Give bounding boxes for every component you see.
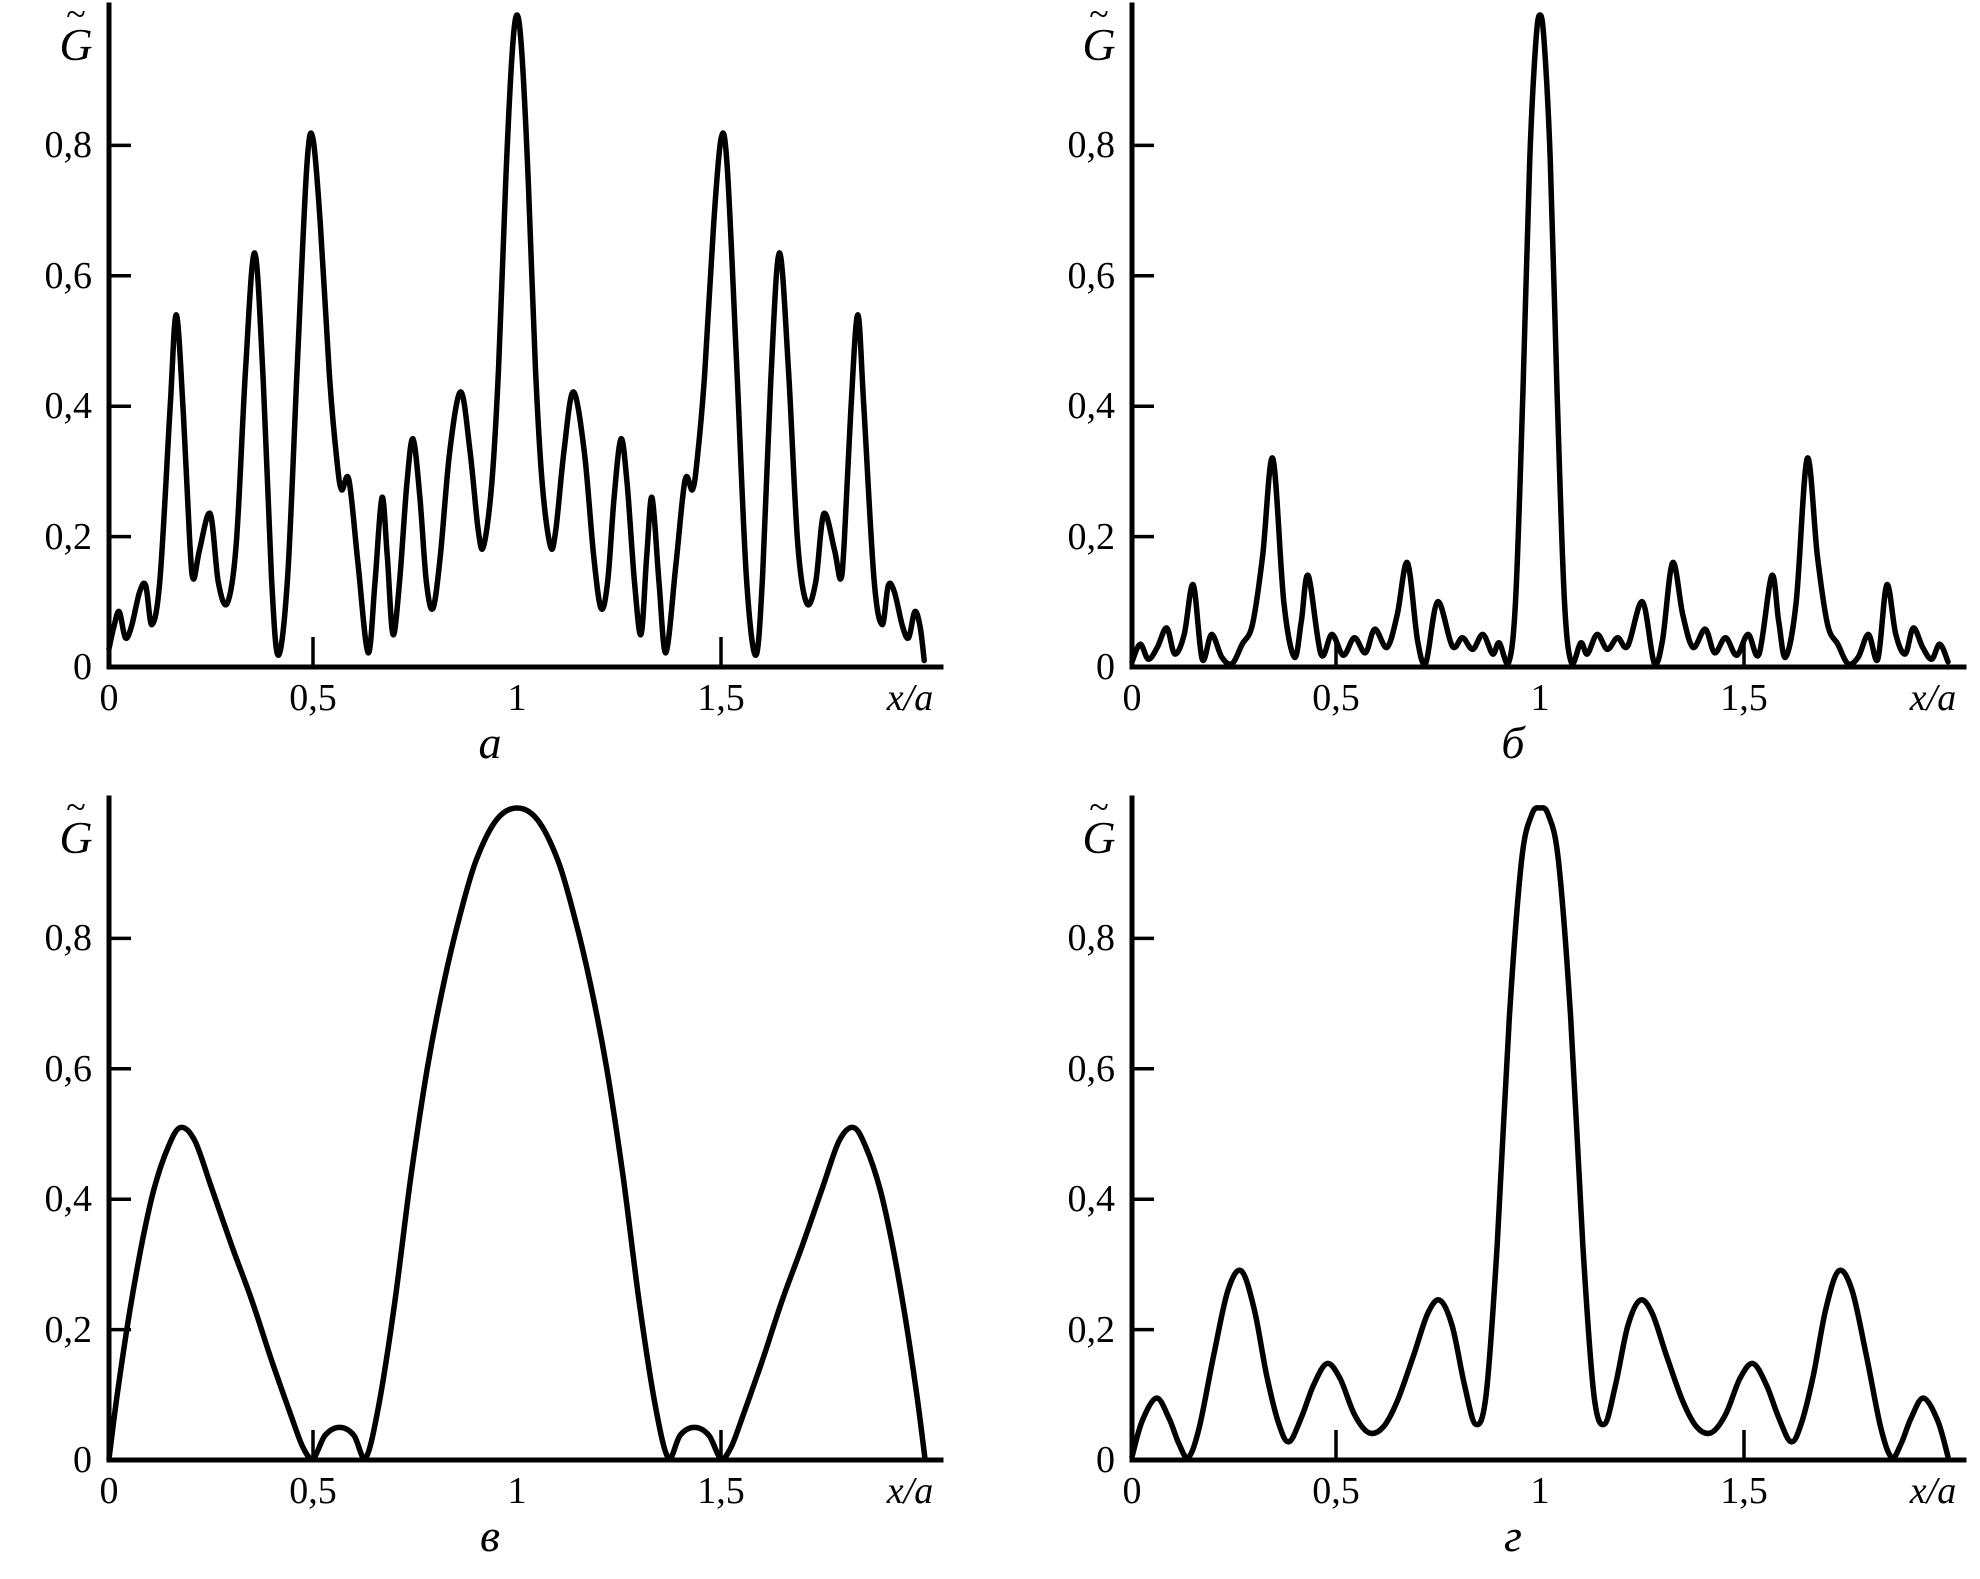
x-tick-label-0: 0 bbox=[99, 1470, 119, 1512]
y-tick-label-0-2: 0,2 bbox=[44, 516, 93, 558]
x-tick-label-1-5: 1,5 bbox=[1720, 677, 1768, 719]
x-tick-label-0: 0 bbox=[99, 677, 119, 719]
x-tick-label-1: 1 bbox=[507, 677, 527, 719]
x-tick-label-0-5: 0,5 bbox=[1312, 677, 1360, 719]
y-tick-label-0-2: 0,2 bbox=[1067, 516, 1116, 558]
y-axis-title-b: ~ G bbox=[1073, 0, 1125, 70]
x-tick-label-1: 1 bbox=[1530, 677, 1550, 719]
x-tick-label-0: 0 bbox=[1122, 1470, 1142, 1512]
y-tick-label-0-8: 0,8 bbox=[44, 124, 93, 166]
subplot-g: ~ G 0,8 0,6 0,4 0,2 0 0 0,5 1 1,5 x/a г bbox=[1023, 787, 1980, 1579]
x-tick-label-0-5: 0,5 bbox=[289, 1470, 337, 1512]
y-tick-label-0-2: 0,2 bbox=[1067, 1309, 1116, 1351]
subplot-b: ~ G 0,8 0,6 0,4 0,2 0 0 0,5 1 1,5 x/a б bbox=[1023, 0, 1980, 789]
y-tick-label-0-4: 0,4 bbox=[44, 1178, 93, 1220]
subplot-a: ~ G 0,8 0,6 0,4 0,2 0 0 0,5 1 1,5 x/a а bbox=[0, 0, 990, 789]
y-axis-letter: G bbox=[1082, 812, 1116, 863]
x-axis-title: x/a bbox=[886, 677, 934, 719]
subplot-caption-g: г bbox=[1504, 1510, 1522, 1561]
tilde-accent: ~ bbox=[66, 787, 86, 827]
plot-canvas-a bbox=[106, 2, 944, 670]
y-tick-label-0-4: 0,4 bbox=[1067, 1178, 1116, 1220]
y-tick-label-0-2: 0,2 bbox=[44, 1309, 93, 1351]
plot-canvas-g bbox=[1129, 795, 1967, 1463]
x-tick-label-1-5: 1,5 bbox=[697, 1470, 745, 1512]
y-axis-title-v: ~ G bbox=[50, 787, 102, 863]
y-tick-label-0-4: 0,4 bbox=[1067, 385, 1116, 427]
x-tick-label-0-5: 0,5 bbox=[1312, 1470, 1360, 1512]
y-tick-label-0-8: 0,8 bbox=[1067, 917, 1116, 959]
x-tick-label-0-5: 0,5 bbox=[289, 677, 337, 719]
y-tick-label-0: 0 bbox=[1096, 646, 1115, 688]
x-tick-label-1: 1 bbox=[1530, 1470, 1550, 1512]
plot-canvas-v bbox=[106, 795, 944, 1463]
x-tick-label-1-5: 1,5 bbox=[1720, 1470, 1768, 1512]
y-tick-label-0-6: 0,6 bbox=[1067, 1048, 1116, 1090]
y-tick-label-0: 0 bbox=[73, 646, 92, 688]
x-axis-title: x/a bbox=[1909, 677, 1957, 719]
x-tick-label-0: 0 bbox=[1122, 677, 1142, 719]
y-axis-letter: G bbox=[59, 812, 93, 863]
subplot-v: ~ G 0,8 0,6 0,4 0,2 0 0 0,5 1 1,5 x/a в bbox=[0, 787, 990, 1579]
tilde-accent: ~ bbox=[1089, 787, 1109, 827]
y-tick-label-0: 0 bbox=[1096, 1439, 1115, 1481]
y-tick-label-0: 0 bbox=[73, 1439, 92, 1481]
plot-canvas-b bbox=[1129, 2, 1967, 670]
subplot-caption-v: в bbox=[480, 1510, 500, 1561]
subplot-caption-a: а bbox=[478, 717, 502, 768]
subplot-caption-b: б bbox=[1501, 717, 1525, 768]
y-axis-title-g: ~ G bbox=[1073, 787, 1125, 863]
x-axis-title: x/a bbox=[886, 1470, 934, 1512]
y-tick-label-0-4: 0,4 bbox=[44, 385, 93, 427]
y-tick-label-0-6: 0,6 bbox=[44, 255, 93, 297]
x-tick-label-1: 1 bbox=[507, 1470, 527, 1512]
y-axis-title-a: ~ G bbox=[50, 0, 102, 70]
x-tick-label-1-5: 1,5 bbox=[697, 677, 745, 719]
y-axis-letter: G bbox=[1082, 19, 1116, 70]
y-tick-label-0-6: 0,6 bbox=[1067, 255, 1116, 297]
y-tick-label-0-6: 0,6 bbox=[44, 1048, 93, 1090]
y-tick-label-0-8: 0,8 bbox=[44, 917, 93, 959]
y-axis-letter: G bbox=[59, 19, 93, 70]
y-tick-label-0-8: 0,8 bbox=[1067, 124, 1116, 166]
x-axis-title: x/a bbox=[1909, 1470, 1957, 1512]
